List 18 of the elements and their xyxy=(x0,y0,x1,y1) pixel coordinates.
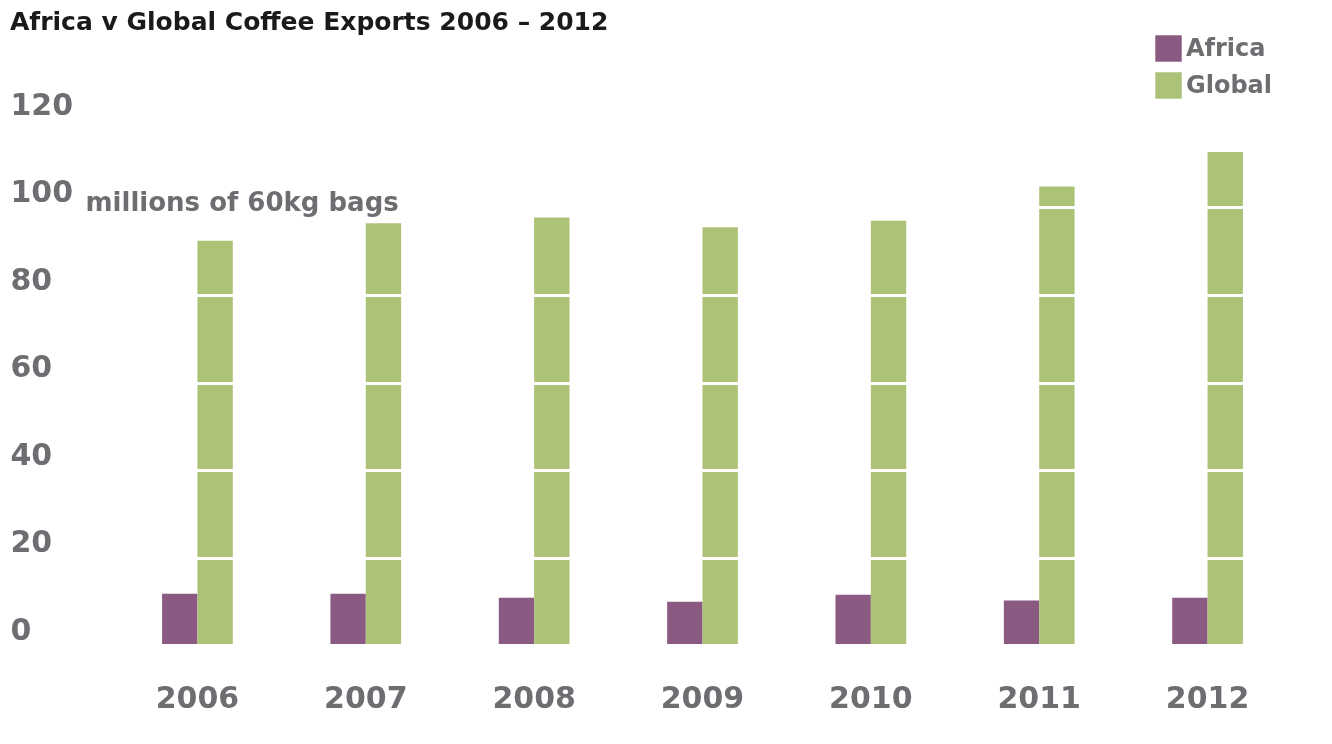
x-tick-label: 2011 xyxy=(997,679,1081,715)
y-tick-label: 20 xyxy=(10,524,53,559)
legend-label: Global xyxy=(1186,70,1273,99)
x-tick-label: 2010 xyxy=(829,679,913,715)
y-tick-label: 40 xyxy=(10,436,53,472)
y-tick-label: 80 xyxy=(10,261,53,297)
y-tick-label: 100 xyxy=(10,174,74,209)
y-tick-label: 120 xyxy=(10,86,74,122)
chart-title: Africa v Global Coffee Exports 2006 – 2012 xyxy=(10,7,609,36)
y-axis-title: millions of 60kg bags xyxy=(85,187,399,217)
x-tick-label: 2012 xyxy=(1165,679,1250,715)
legend-label: Africa xyxy=(1186,33,1266,62)
y-tick-label: 0 xyxy=(10,611,32,647)
x-tick-label: 2006 xyxy=(155,679,240,715)
x-tick-label: 2009 xyxy=(660,679,745,715)
x-tick-label: 2008 xyxy=(492,679,576,715)
y-tick-label: 60 xyxy=(10,349,53,384)
x-tick-label: 2007 xyxy=(324,679,408,715)
